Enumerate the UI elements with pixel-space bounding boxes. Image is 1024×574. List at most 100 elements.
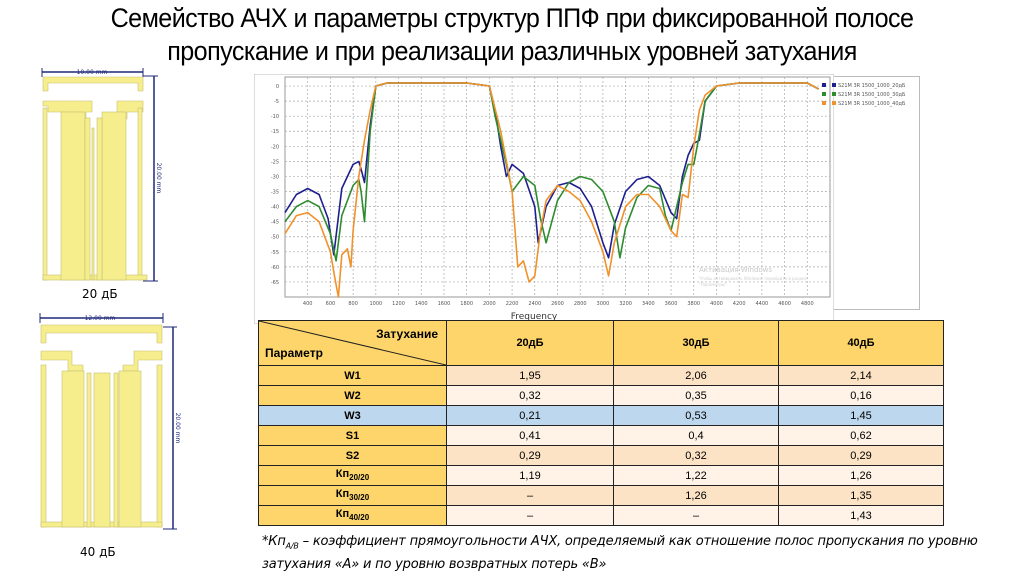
- parameter-name: W2: [344, 389, 361, 402]
- filter-structure-40db: 12.00 mm 20.00 mm: [39, 313, 181, 530]
- frequency-response-chart: 0 -5 -10 -15 -20 -25 -30 -35 -40 -45 -50 -55 -60 -65 4…: [253, 73, 920, 325]
- legend-entry-label: S21M 3R 1500_1000_20дБ: [838, 83, 906, 89]
- parameter-subscript: 30/20: [349, 493, 370, 503]
- y-tick-label: -65: [271, 280, 279, 286]
- slide-title: Семейство АЧХ и параметры структур ППФ п…: [36, 2, 988, 68]
- watermark-title: Активация Windows: [699, 266, 772, 274]
- table-cell: 1,26: [613, 485, 779, 506]
- parameter-name: W1: [344, 369, 361, 382]
- y-tick-label: 0: [276, 84, 279, 90]
- series-line-2: [284, 82, 819, 262]
- x-tick-label: 3000: [597, 301, 610, 307]
- x-tick-label: 3800: [687, 301, 700, 307]
- x-tick-label: 2800: [574, 301, 587, 307]
- table-cell: 0,32: [613, 445, 779, 466]
- row-parameter: Кп20/20: [258, 465, 447, 486]
- x-tick-label: 4200: [733, 301, 746, 307]
- x-axis-label: Frequency: [511, 312, 558, 322]
- x-tick-label: 1200: [392, 301, 405, 307]
- table-cell: –: [446, 485, 614, 506]
- table-row: W1 1,95 2,06 2,14: [258, 365, 944, 386]
- filter-structure-20db: 10.00 mm 20.00 mm: [41, 68, 162, 282]
- table-cell: 2,06: [613, 365, 779, 386]
- legend-entry: S21M 3R 1500_1000_20дБ: [832, 83, 905, 89]
- table-cell: 1,22: [613, 465, 779, 486]
- y-tick-label: -50: [271, 235, 279, 241]
- height-dimension: 20.00 mm: [174, 413, 181, 444]
- table-row: W3 0,21 0,53 1,45: [258, 405, 944, 426]
- x-tick-label: 3400: [642, 301, 655, 307]
- parameter-subscript: 20/20: [349, 473, 370, 483]
- table-row: Кп20/20 1,19 1,22 1,26: [258, 465, 944, 486]
- parameter-name: S1: [345, 429, 360, 442]
- y-tick-label: -55: [271, 250, 279, 256]
- structure-label-20db: 20 дБ: [82, 287, 118, 301]
- x-tick-label: 1800: [460, 301, 473, 307]
- table-cell: –: [446, 505, 614, 526]
- table-cell: 0,35: [613, 385, 779, 406]
- legend-entry: S21M 3R 1500_1000_30дБ: [832, 92, 905, 98]
- footnote-symbol: *Кп: [262, 534, 286, 549]
- footnote-subscript: A/B: [285, 541, 299, 551]
- legend-entry-label: S21M 3R 1500_1000_30дБ: [838, 92, 906, 98]
- table-cell: 0,29: [778, 445, 944, 466]
- height-dimension: 20.00 mm: [155, 163, 162, 194]
- y-tick-label: -20: [271, 144, 279, 150]
- row-parameter: S1: [258, 425, 447, 446]
- parameter-name: W3: [344, 409, 361, 422]
- legend-box: [828, 76, 920, 310]
- row-parameter: W1: [258, 365, 447, 386]
- parameter-name: Кп: [335, 468, 350, 481]
- table-row: S2 0,29 0,32 0,29: [258, 445, 944, 466]
- row-parameter: Кп40/20: [258, 505, 447, 526]
- table-cell: 0,29: [446, 445, 614, 466]
- corner-label-parameter: Параметр: [265, 346, 323, 360]
- footnote-text-2: затухания «А» и по уровню возвратных пот…: [262, 556, 607, 572]
- x-tick-label: 2400: [528, 301, 541, 307]
- table-cell: 1,26: [778, 465, 944, 486]
- x-tick-label: 3200: [619, 301, 632, 307]
- x-tick-label: 3600: [665, 301, 678, 307]
- table-cell: 1,35: [778, 485, 944, 506]
- column-header-40db: 40дБ: [778, 320, 944, 366]
- table-cell: 0,62: [778, 425, 944, 446]
- x-tick-label: 800: [348, 301, 358, 307]
- parameters-table: Затухание Параметр 20дБ 30дБ 40дБ W1 1,95…: [258, 320, 944, 526]
- legend-entry: S21M 3R 1500_1000_40дБ: [832, 101, 905, 107]
- corner-label-attenuation: Затухание: [376, 327, 438, 341]
- y-tick-label: -40: [271, 205, 279, 211]
- table-row: Кп30/20–1,26 1,35: [258, 485, 944, 506]
- table-cell: 1,43: [778, 505, 944, 526]
- x-tick-label: 400: [303, 301, 313, 307]
- row-parameter: W3: [258, 405, 447, 426]
- y-tick-label: -60: [271, 265, 279, 271]
- x-tick-label: 2200: [506, 301, 519, 307]
- legend-entry-label: S21M 3R 1500_1000_40дБ: [838, 101, 906, 107]
- column-header-20db: 20дБ: [446, 320, 614, 366]
- row-parameter: Кп30/20: [258, 485, 447, 506]
- parameter-subscript: 40/20: [349, 513, 370, 523]
- chart-legend: [822, 83, 826, 105]
- table-cell: 0,21: [446, 405, 614, 426]
- table-cell: –: [613, 505, 779, 526]
- x-tick-label: 1000: [369, 301, 382, 307]
- corner-header: Затухание Параметр: [258, 320, 447, 366]
- y-tick-label: -45: [271, 220, 279, 226]
- column-header-30db: 30дБ: [613, 320, 779, 366]
- table-row: W2 0,32 0,35 0,16: [258, 385, 944, 406]
- row-parameter: W2: [258, 385, 447, 406]
- width-dimension: 10.00 mm: [77, 69, 108, 76]
- table-cell: 1,19: [446, 465, 614, 486]
- title-line-1: Семейство АЧХ и параметры структур ППФ п…: [110, 3, 914, 33]
- table-cell: 0,41: [446, 425, 614, 446]
- table-row: S1 0,41 0,4 0,62: [258, 425, 944, 446]
- x-tick-label: 4600: [778, 301, 791, 307]
- legend-swatch-icon: [832, 92, 836, 96]
- table-cell: 0,4: [613, 425, 779, 446]
- footnote-text-1: – коэффициент прямоугольности АЧХ, опред…: [298, 534, 978, 549]
- x-tick-label: 1600: [438, 301, 451, 307]
- x-tick-label: 2600: [551, 301, 564, 307]
- x-tick-label: 1400: [415, 301, 428, 307]
- x-tick-label: 4400: [756, 301, 769, 307]
- table-row: Кп40/20– –1,43: [258, 505, 944, 526]
